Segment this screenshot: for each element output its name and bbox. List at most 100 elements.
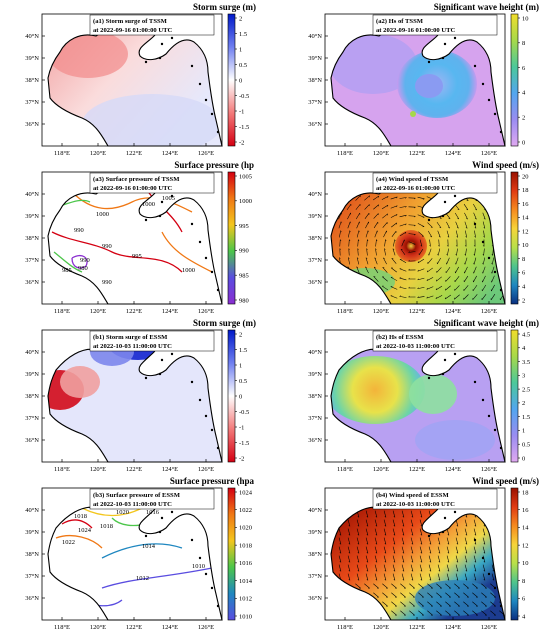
- lon-tick-label: 122°E: [409, 624, 425, 631]
- lon-tick-label: 122°E: [409, 466, 425, 473]
- lat-tick-label: 38°N: [25, 235, 39, 242]
- island-marker: [191, 223, 193, 225]
- island-marker: [211, 271, 213, 273]
- island-marker: [428, 377, 430, 379]
- island-marker: [500, 289, 502, 291]
- panel-title-box: (b1) Storm surge of ESSM at 2022-10-03 11…: [90, 331, 214, 351]
- contour-label: 1010: [192, 563, 205, 570]
- island-marker: [494, 113, 496, 115]
- lat-tick-label: 37°N: [308, 573, 322, 580]
- island-marker: [444, 43, 446, 45]
- colorbar-tick-label: -1: [239, 108, 244, 115]
- colorbar-tick-label: -2: [239, 139, 244, 146]
- colorbar-tick-label: 20: [522, 173, 529, 180]
- lat-tick-label: 40°N: [308, 507, 322, 514]
- island-marker: [454, 511, 456, 513]
- lat-tick-label: 36°N: [25, 121, 39, 128]
- lat-tick-label: 37°N: [25, 99, 39, 106]
- island-marker: [217, 131, 219, 133]
- colorbar-tick-label: 8: [522, 578, 525, 585]
- island-marker: [159, 531, 161, 533]
- colorbar-tick-label: 18: [522, 187, 529, 194]
- lon-tick-label: 120°E: [373, 466, 389, 473]
- colorbar-tick-label: -2: [239, 455, 244, 462]
- colorbar-tick-label: 1014: [239, 578, 253, 585]
- lon-tick-label: 124°E: [445, 150, 461, 157]
- colorbar-tick-label: -1.5: [239, 124, 249, 131]
- colorbar-tick-label: 1018: [239, 542, 252, 549]
- lat-tick-label: 37°N: [308, 415, 322, 422]
- contour-label: 980: [78, 265, 88, 272]
- colorbar-tick-label: 0: [522, 139, 525, 146]
- lat-tick-label: 40°N: [25, 507, 39, 514]
- lat-tick-label: 36°N: [25, 595, 39, 602]
- island-marker: [145, 377, 147, 379]
- contour-label: 1020: [116, 509, 129, 516]
- lat-tick-label: 40°N: [25, 349, 39, 356]
- lon-tick-label: 118°E: [337, 624, 353, 631]
- colorbar-tick-label: 1005: [239, 173, 252, 180]
- island-marker: [145, 61, 147, 63]
- colorbar-tick-label: 2: [522, 297, 525, 304]
- island-marker: [217, 605, 219, 607]
- panel-title-line1: (a4) Wind speed of TSSM: [376, 176, 449, 183]
- colorbar: [228, 330, 235, 462]
- contour-label: 990: [102, 243, 112, 250]
- island-marker: [488, 415, 490, 417]
- contour-label: 1000: [182, 267, 195, 274]
- island-marker: [500, 605, 502, 607]
- colorbar-tick-label: 2: [239, 331, 242, 338]
- colorbar-tick-label: 3: [522, 373, 525, 380]
- colorbar-tick-label: -1.5: [239, 440, 249, 447]
- lon-tick-label: 118°E: [54, 624, 70, 631]
- island-marker: [488, 99, 490, 101]
- island-marker: [159, 57, 161, 59]
- colorbar: [511, 172, 518, 304]
- colorbar-tick-label: 980: [239, 297, 249, 304]
- contour-label: 995: [132, 253, 142, 260]
- island-marker: [494, 429, 496, 431]
- colorbar-tick-label: 1.5: [239, 31, 247, 38]
- island-marker: [482, 241, 484, 243]
- island-marker: [171, 37, 173, 39]
- panel-title-line1: (b1) Storm surge of ESSM: [93, 334, 168, 341]
- contour-label: 1005: [162, 195, 175, 202]
- colorbar: [511, 330, 518, 462]
- contour-label: 1018: [74, 513, 87, 520]
- lon-tick-label: 124°E: [445, 466, 461, 473]
- island-marker: [444, 201, 446, 203]
- lat-tick-label: 39°N: [25, 213, 39, 220]
- lon-tick-label: 122°E: [126, 150, 142, 157]
- panel-title-line1: (a1) Storm surge of TSSM: [93, 18, 168, 25]
- lon-tick-label: 126°E: [198, 466, 214, 473]
- lon-tick-label: 126°E: [481, 308, 497, 315]
- lon-tick-label: 122°E: [409, 308, 425, 315]
- colorbar-tick-label: 0: [522, 455, 525, 462]
- colorbar-tick-label: 985: [239, 273, 249, 280]
- contour-label: 990: [74, 227, 84, 234]
- island-marker: [444, 359, 446, 361]
- lon-tick-label: 118°E: [337, 150, 353, 157]
- contour-label: 1022: [62, 539, 75, 546]
- colorbar: [228, 488, 235, 620]
- colorbar: [511, 14, 518, 146]
- colorbar-tick-label: 0.5: [522, 442, 530, 449]
- colorbar-tick-label: 1012: [239, 596, 252, 603]
- panel-title-line2: at 2022-10-03 11:00:00 UTC: [93, 343, 172, 350]
- contour-label: 1016: [146, 509, 160, 516]
- panel-title-line2: at 2022-09-16 01:00:00 UTC: [376, 185, 456, 192]
- colorbar-tick-label: 1016: [239, 560, 253, 567]
- colorbar-tick-label: 990: [239, 248, 249, 255]
- island-marker: [199, 83, 201, 85]
- panel-title-box: (a4) Wind speed of TSSM at 2022-09-16 01:…: [373, 173, 497, 193]
- lon-tick-label: 120°E: [373, 308, 389, 315]
